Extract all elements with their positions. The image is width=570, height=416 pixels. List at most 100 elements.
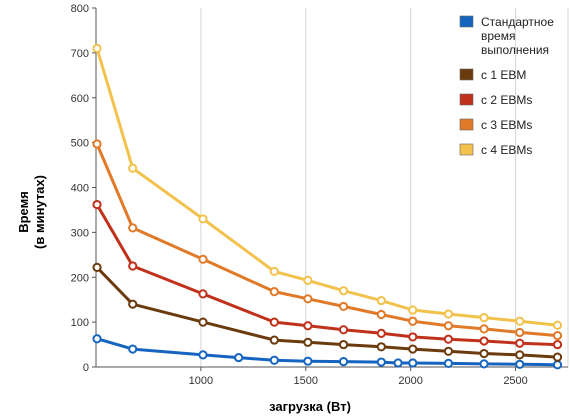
x-tick-label: 2500 [503, 375, 527, 387]
series-4 [92, 139, 563, 341]
data-point [269, 355, 279, 365]
data-point [515, 338, 525, 348]
legend-swatch [459, 15, 474, 28]
legend-label: с 1 EBM [481, 68, 526, 82]
legend-label: с 2 EBMs [481, 93, 532, 107]
y-tick-label: 800 [71, 3, 89, 15]
x-tick-label: 1500 [294, 375, 318, 387]
data-point [408, 332, 418, 342]
data-point [552, 320, 563, 330]
x-axis-title: загрузка (Вт) [269, 399, 351, 414]
y-tick-label: 0 [83, 362, 89, 374]
data-point [92, 199, 102, 210]
y-tick-label: 300 [71, 227, 89, 239]
data-point [552, 339, 563, 350]
y-tick-label: 400 [71, 183, 89, 195]
data-point [128, 299, 138, 309]
data-point [376, 357, 386, 367]
data-point [552, 352, 563, 362]
data-point [443, 358, 454, 369]
legend-swatch [459, 143, 474, 156]
data-point [269, 266, 279, 277]
x-tick-label: 2000 [398, 375, 422, 387]
data-point [303, 356, 313, 366]
data-point [515, 327, 525, 338]
legend-label: время [481, 29, 515, 43]
series-line [95, 46, 559, 327]
data-point [393, 358, 403, 368]
legend-label: с 3 EBMs [481, 118, 532, 132]
series-line [95, 142, 559, 338]
data-point [303, 275, 313, 285]
data-point [552, 360, 563, 370]
legend-swatch [459, 68, 474, 81]
y-tick-label: 600 [71, 93, 89, 105]
data-point [198, 289, 208, 299]
data-point [443, 346, 454, 356]
data-point [303, 321, 313, 331]
data-point [234, 352, 244, 363]
data-point [515, 350, 525, 360]
data-point [92, 262, 102, 272]
data-point [128, 344, 138, 354]
data-point [338, 325, 349, 335]
data-point [198, 214, 208, 224]
data-point [338, 357, 349, 367]
data-point [303, 294, 313, 304]
data-point [92, 43, 102, 53]
data-point [128, 223, 138, 233]
legend-label: выполнения [481, 43, 549, 57]
data-point [376, 328, 386, 338]
data-point [479, 313, 489, 323]
data-point [479, 324, 489, 334]
data-point [408, 316, 418, 326]
series-1 [92, 334, 563, 370]
y-axis-title-line-2: (в минутах) [32, 175, 47, 249]
data-point [198, 350, 208, 360]
y-tick-label: 100 [71, 317, 89, 329]
x-tick-label: 1000 [189, 375, 213, 387]
data-point [443, 321, 454, 331]
series-2 [92, 262, 563, 362]
legend-label: Стандартное [481, 15, 554, 29]
x-axis-ticks: 1000 1500 2000 2500 [189, 367, 528, 387]
data-point [128, 163, 138, 173]
data-point [408, 344, 418, 354]
data-point [338, 301, 349, 312]
data-point [479, 359, 489, 369]
y-tick-label: 700 [71, 48, 89, 60]
data-point [198, 254, 208, 264]
data-point [269, 335, 279, 345]
series-group [92, 43, 563, 370]
legend-label: с 4 EBMs [481, 143, 532, 157]
y-axis-title-line-1: Время [16, 191, 31, 233]
data-point [269, 317, 279, 327]
series-line [95, 203, 559, 347]
y-axis-title: Время (в минутах) [16, 175, 47, 249]
data-point [376, 309, 386, 320]
data-point [303, 337, 313, 347]
data-point [408, 358, 418, 368]
y-tick-label: 200 [71, 272, 89, 284]
data-point [479, 336, 489, 346]
data-point [128, 261, 138, 271]
series-line [95, 265, 559, 359]
data-point [515, 316, 525, 326]
legend-swatch [459, 118, 474, 131]
series-3 [92, 199, 563, 350]
plot-background [96, 8, 568, 367]
legend-swatch [459, 93, 474, 106]
data-point [376, 295, 386, 306]
y-axis-ticks: 0 100 200 300 400 500 600 700 800 [71, 3, 96, 374]
data-point [338, 286, 349, 296]
data-point [515, 359, 525, 369]
data-point [479, 348, 489, 359]
data-point [338, 339, 349, 350]
data-point [408, 305, 418, 315]
data-point [92, 139, 102, 149]
data-point [443, 309, 454, 319]
data-point [269, 287, 279, 297]
y-tick-label: 500 [71, 138, 89, 150]
